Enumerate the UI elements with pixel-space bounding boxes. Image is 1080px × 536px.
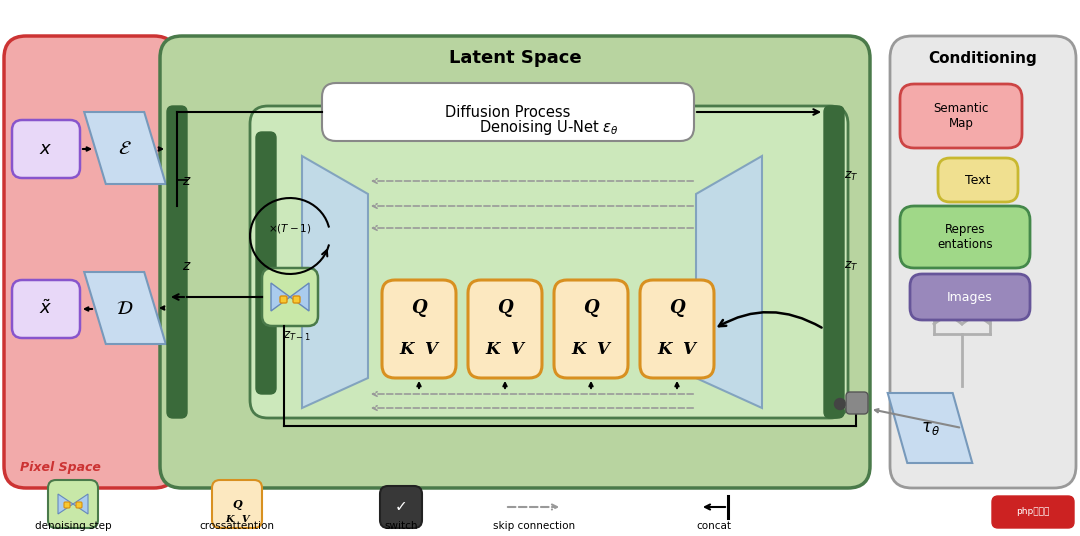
Text: Repres
entations: Repres entations — [937, 223, 993, 251]
Text: $\mathcal{E}$: $\mathcal{E}$ — [118, 138, 132, 158]
FancyBboxPatch shape — [846, 392, 868, 414]
FancyBboxPatch shape — [12, 120, 80, 178]
FancyBboxPatch shape — [824, 106, 843, 418]
Text: Pixel Space: Pixel Space — [19, 461, 100, 474]
Text: $z_T$: $z_T$ — [843, 259, 859, 272]
FancyBboxPatch shape — [322, 83, 694, 141]
FancyBboxPatch shape — [262, 268, 318, 326]
Text: V: V — [596, 340, 609, 358]
Text: concat: concat — [697, 521, 731, 531]
Text: K: K — [658, 340, 672, 358]
Text: crossattention: crossattention — [200, 521, 274, 531]
FancyBboxPatch shape — [382, 280, 456, 378]
Polygon shape — [84, 272, 166, 344]
Text: $z$: $z$ — [183, 259, 192, 273]
FancyBboxPatch shape — [910, 274, 1030, 320]
Polygon shape — [696, 156, 762, 408]
Text: K: K — [225, 515, 233, 524]
FancyBboxPatch shape — [380, 486, 422, 528]
Text: $z$: $z$ — [183, 174, 192, 188]
FancyBboxPatch shape — [249, 106, 848, 418]
Text: Images: Images — [947, 291, 993, 303]
FancyBboxPatch shape — [890, 36, 1076, 488]
Polygon shape — [84, 112, 166, 184]
Text: Conditioning: Conditioning — [929, 50, 1038, 65]
FancyBboxPatch shape — [293, 296, 300, 303]
FancyBboxPatch shape — [4, 36, 176, 488]
FancyBboxPatch shape — [167, 106, 187, 418]
Text: V: V — [424, 340, 437, 358]
FancyBboxPatch shape — [160, 36, 870, 488]
Text: Denoising U-Net $\epsilon_\theta$: Denoising U-Net $\epsilon_\theta$ — [480, 117, 619, 137]
Text: Q: Q — [411, 299, 427, 317]
Polygon shape — [73, 494, 87, 514]
Text: Q: Q — [497, 299, 513, 317]
Text: V: V — [241, 515, 248, 524]
FancyBboxPatch shape — [468, 280, 542, 378]
FancyBboxPatch shape — [212, 480, 262, 528]
Text: ✓: ✓ — [394, 500, 407, 515]
Text: denoising step: denoising step — [35, 521, 111, 531]
FancyBboxPatch shape — [76, 502, 82, 508]
Text: $x$: $x$ — [39, 140, 53, 158]
Polygon shape — [888, 393, 972, 463]
Text: $z_T$: $z_T$ — [843, 169, 859, 183]
Text: php中文网: php中文网 — [1016, 508, 1050, 517]
Text: skip connection: skip connection — [492, 521, 575, 531]
Text: K: K — [486, 340, 500, 358]
Polygon shape — [291, 283, 309, 311]
Polygon shape — [58, 494, 73, 514]
Polygon shape — [271, 283, 291, 311]
Polygon shape — [302, 156, 368, 408]
Text: Latent Space: Latent Space — [448, 49, 581, 67]
FancyBboxPatch shape — [64, 502, 70, 508]
FancyBboxPatch shape — [900, 84, 1022, 148]
Text: K: K — [571, 340, 586, 358]
FancyBboxPatch shape — [640, 280, 714, 378]
Text: K: K — [400, 340, 415, 358]
Text: Q: Q — [670, 299, 685, 317]
FancyBboxPatch shape — [48, 480, 98, 528]
Text: V: V — [511, 340, 524, 358]
FancyBboxPatch shape — [900, 206, 1030, 268]
Text: $z_{T-1}$: $z_{T-1}$ — [283, 330, 311, 343]
Text: $\tilde{x}$: $\tilde{x}$ — [39, 300, 53, 318]
FancyBboxPatch shape — [554, 280, 627, 378]
Text: switch: switch — [384, 521, 418, 531]
FancyBboxPatch shape — [12, 280, 80, 338]
Circle shape — [835, 398, 846, 410]
Text: $\tau_\theta$: $\tau_\theta$ — [920, 419, 940, 437]
FancyBboxPatch shape — [256, 132, 276, 394]
Text: Semantic
Map: Semantic Map — [933, 102, 988, 130]
Text: Q: Q — [232, 498, 242, 510]
Text: Q: Q — [583, 299, 598, 317]
Text: $\times(T-1)$: $\times(T-1)$ — [268, 221, 312, 235]
FancyBboxPatch shape — [993, 496, 1074, 528]
FancyBboxPatch shape — [280, 296, 287, 303]
FancyBboxPatch shape — [939, 158, 1018, 202]
Text: V: V — [683, 340, 696, 358]
Text: Diffusion Process: Diffusion Process — [445, 105, 570, 120]
Text: $\mathcal{D}$: $\mathcal{D}$ — [117, 299, 134, 317]
Text: Text: Text — [966, 174, 990, 187]
